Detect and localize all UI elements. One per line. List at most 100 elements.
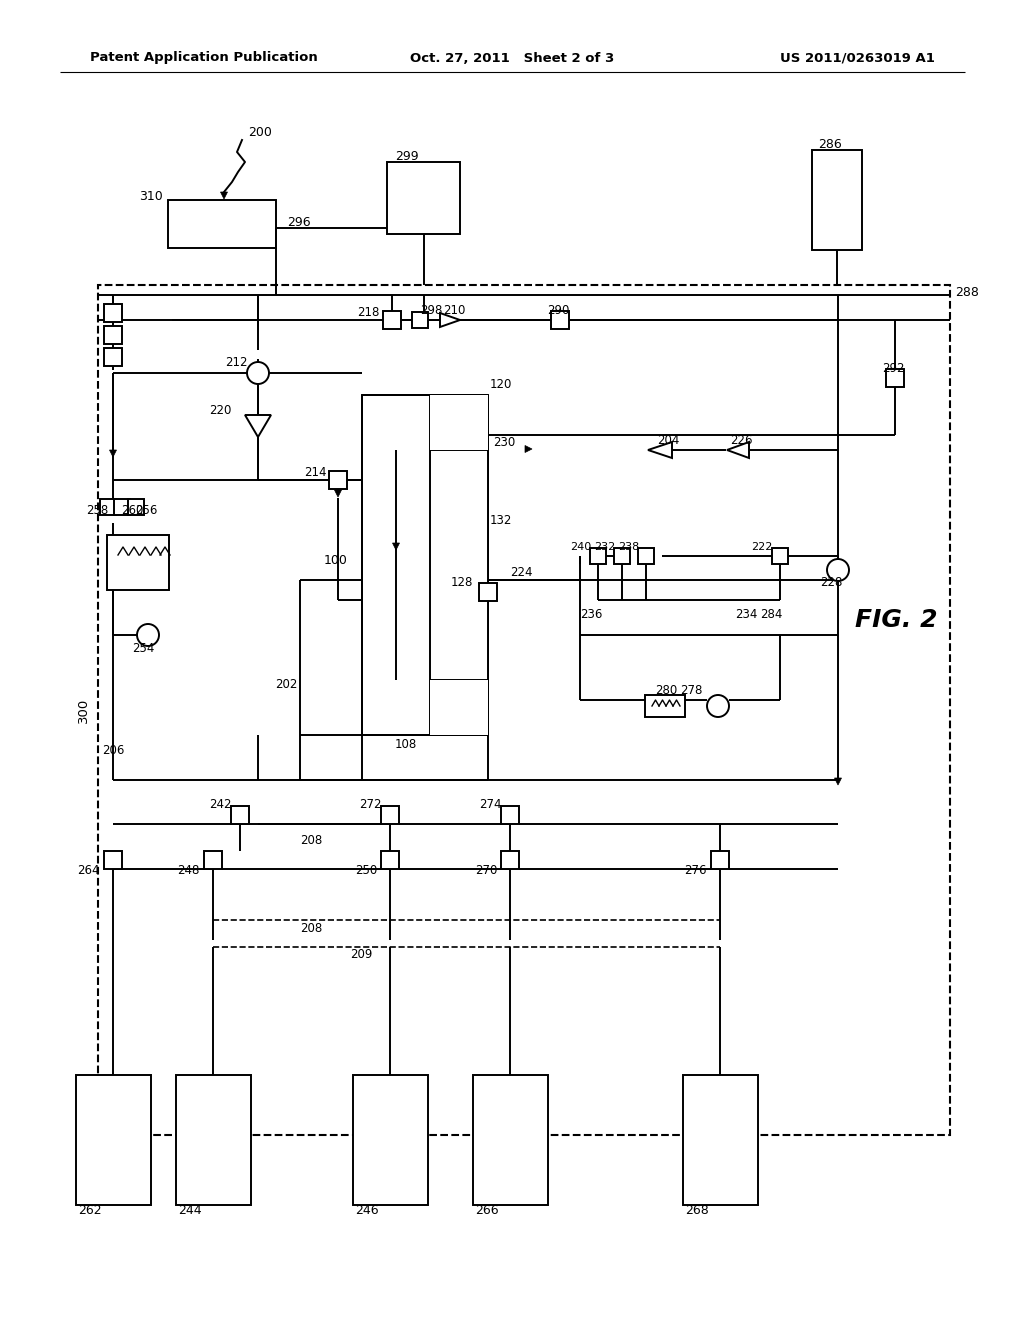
Text: 220: 220 xyxy=(210,404,232,417)
Bar xyxy=(590,548,606,564)
Bar xyxy=(614,548,630,564)
Text: 228: 228 xyxy=(820,577,843,590)
Text: 108: 108 xyxy=(395,738,417,751)
Text: 299: 299 xyxy=(395,150,419,164)
Text: 232: 232 xyxy=(594,543,615,552)
Bar xyxy=(479,583,497,601)
Text: 208: 208 xyxy=(300,921,323,935)
Polygon shape xyxy=(440,313,460,327)
Text: 200: 200 xyxy=(248,125,272,139)
Text: 209: 209 xyxy=(350,949,373,961)
Text: 288: 288 xyxy=(955,285,979,298)
Polygon shape xyxy=(835,777,842,785)
Bar xyxy=(387,162,460,234)
Polygon shape xyxy=(220,191,227,199)
Bar xyxy=(551,312,569,329)
Text: 258: 258 xyxy=(86,503,108,516)
Text: 100: 100 xyxy=(325,553,348,566)
Text: 244: 244 xyxy=(178,1204,202,1217)
Bar xyxy=(114,499,130,515)
Polygon shape xyxy=(110,450,117,457)
Circle shape xyxy=(247,362,269,384)
Text: 214: 214 xyxy=(304,466,327,479)
Bar xyxy=(76,1074,151,1205)
Bar xyxy=(473,1074,548,1205)
Text: 262: 262 xyxy=(78,1204,101,1217)
Bar xyxy=(383,312,401,329)
Text: 290: 290 xyxy=(547,305,569,318)
Text: 234: 234 xyxy=(735,609,758,622)
Text: 132: 132 xyxy=(490,513,512,527)
Text: 266: 266 xyxy=(475,1204,499,1217)
Bar xyxy=(772,548,788,564)
Text: 120: 120 xyxy=(490,379,512,392)
Text: 230: 230 xyxy=(493,436,515,449)
Text: 280: 280 xyxy=(655,684,677,697)
Text: Patent Application Publication: Patent Application Publication xyxy=(90,51,317,65)
Text: 210: 210 xyxy=(443,304,465,317)
Bar xyxy=(412,312,428,327)
Text: 296: 296 xyxy=(287,215,310,228)
Text: 224: 224 xyxy=(510,565,532,578)
Circle shape xyxy=(707,696,729,717)
Text: 202: 202 xyxy=(275,678,297,692)
Text: 242: 242 xyxy=(210,799,232,812)
Text: 250: 250 xyxy=(354,863,377,876)
Text: 298: 298 xyxy=(420,305,442,318)
Text: 292: 292 xyxy=(882,363,904,375)
Text: 218: 218 xyxy=(357,305,380,318)
Polygon shape xyxy=(525,446,532,453)
Text: 240: 240 xyxy=(569,543,591,552)
Polygon shape xyxy=(648,442,672,458)
Bar xyxy=(886,370,904,387)
Bar xyxy=(104,851,122,869)
Bar xyxy=(501,807,519,824)
Text: 272: 272 xyxy=(359,799,382,812)
Bar xyxy=(645,696,685,717)
Text: 268: 268 xyxy=(685,1204,709,1217)
Bar xyxy=(231,807,249,824)
Text: 248: 248 xyxy=(177,863,200,876)
Bar xyxy=(98,285,950,1135)
Bar xyxy=(362,395,488,735)
Polygon shape xyxy=(392,543,399,550)
Bar xyxy=(204,851,222,869)
Text: 246: 246 xyxy=(355,1204,379,1217)
Text: US 2011/0263019 A1: US 2011/0263019 A1 xyxy=(780,51,935,65)
Bar xyxy=(353,1074,428,1205)
Bar xyxy=(430,680,488,735)
Bar xyxy=(381,807,399,824)
Bar xyxy=(430,395,488,450)
Text: 254: 254 xyxy=(132,642,155,655)
Text: 274: 274 xyxy=(479,799,502,812)
Text: 256: 256 xyxy=(135,503,158,516)
Text: 300: 300 xyxy=(77,697,89,722)
Text: Oct. 27, 2011   Sheet 2 of 3: Oct. 27, 2011 Sheet 2 of 3 xyxy=(410,51,614,65)
Text: 286: 286 xyxy=(818,139,842,152)
Polygon shape xyxy=(335,490,341,498)
Circle shape xyxy=(827,558,849,581)
Text: 222: 222 xyxy=(751,543,772,552)
Polygon shape xyxy=(727,442,749,458)
Text: FIG. 2: FIG. 2 xyxy=(855,609,938,632)
Circle shape xyxy=(137,624,159,645)
Bar xyxy=(100,499,116,515)
Text: 270: 270 xyxy=(475,863,497,876)
Text: 238: 238 xyxy=(617,543,639,552)
Text: 260: 260 xyxy=(121,503,143,516)
Text: 276: 276 xyxy=(684,863,707,876)
Text: 226: 226 xyxy=(730,433,753,446)
Text: 212: 212 xyxy=(225,355,248,368)
Bar xyxy=(128,499,144,515)
Bar xyxy=(176,1074,251,1205)
Bar xyxy=(430,450,488,680)
Bar xyxy=(104,326,122,345)
Bar xyxy=(381,851,399,869)
Bar xyxy=(168,201,276,248)
Polygon shape xyxy=(245,414,271,437)
Bar xyxy=(104,304,122,322)
Bar xyxy=(638,548,654,564)
Text: 310: 310 xyxy=(139,190,163,202)
Bar xyxy=(683,1074,758,1205)
Text: 236: 236 xyxy=(580,609,602,622)
